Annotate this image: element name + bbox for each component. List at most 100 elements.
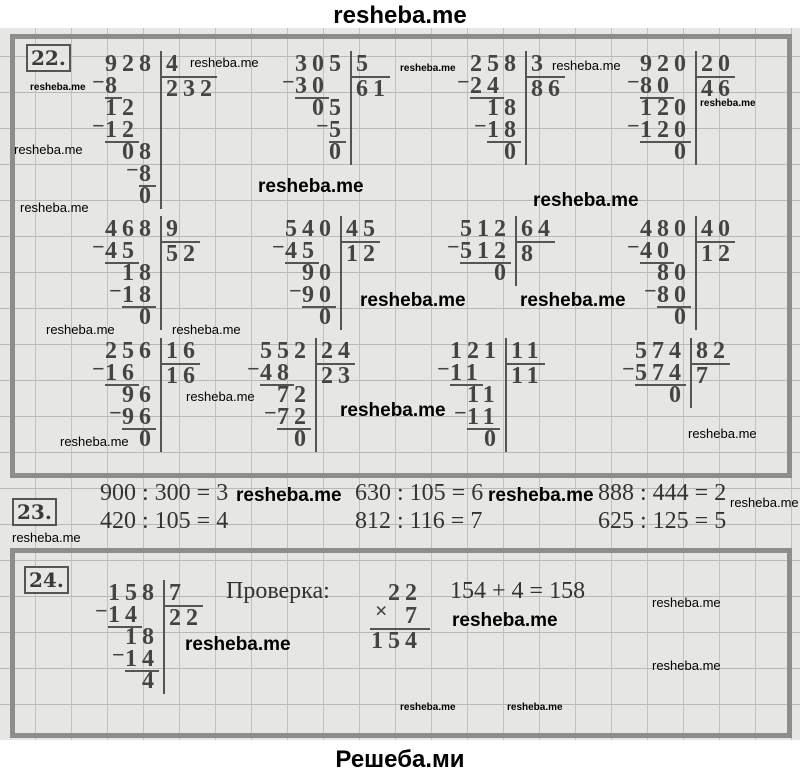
quotient-line: [340, 241, 380, 243]
equation: 630 : 105 = 6: [355, 480, 484, 506]
task-24-frame: [10, 548, 792, 738]
quotient: 11: [511, 363, 544, 389]
quotient: 23: [321, 363, 355, 389]
remainder: 08: [122, 139, 156, 165]
divisor: 5: [356, 51, 373, 77]
subtrahend: 12: [105, 117, 139, 143]
watermark-text: resheba.me: [488, 485, 594, 506]
watermark-text: resheba.me: [236, 485, 342, 506]
remainder: 18: [125, 624, 159, 650]
quotient-line: [350, 76, 390, 78]
dividend: 256: [105, 338, 156, 364]
watermark-text: resheba.me: [30, 82, 86, 93]
divisor: 4: [166, 51, 183, 77]
subtrahend: 11: [450, 360, 483, 386]
task-24-label: 24.: [24, 566, 69, 594]
quotient-line: [163, 605, 203, 607]
mult-sign: ×: [375, 598, 388, 623]
subtrahend: 48: [260, 360, 294, 386]
check-equation: 154 + 4 = 158: [450, 578, 586, 604]
dividend: 158: [108, 580, 159, 606]
watermark-text: resheba.me: [172, 322, 241, 337]
remainder: 0: [139, 426, 156, 452]
minus-sign: −: [437, 356, 450, 381]
divisor: 9: [166, 216, 183, 242]
minus-sign: −: [627, 69, 640, 94]
watermark-text: resheba.me: [452, 610, 558, 631]
quotient: 8: [521, 241, 538, 267]
quotient-line: [695, 76, 735, 78]
dividend: 480: [640, 216, 691, 242]
remainder: 120: [640, 95, 691, 121]
site-header: resheba.me: [333, 2, 467, 29]
mult-line: [370, 628, 430, 630]
site-footer: Решеба.ми: [335, 746, 465, 773]
equation: 420 : 105 = 4: [100, 508, 229, 534]
subtrahend: 45: [105, 238, 139, 264]
remainder: 4: [142, 668, 159, 694]
watermark-text: resheba.me: [507, 702, 563, 713]
watermark-text: resheba.me: [258, 176, 364, 197]
equation: 900 : 300 = 3: [100, 480, 229, 506]
quotient-line: [160, 241, 200, 243]
divisor: 24: [321, 338, 355, 364]
quotient: 16: [166, 363, 200, 389]
watermark-text: resheba.me: [700, 98, 756, 109]
subtrahend: 11: [467, 404, 500, 430]
divisor: 7: [169, 580, 186, 606]
subtrahend: 574: [635, 360, 686, 386]
quotient-line: [315, 363, 355, 365]
dividend: 574: [635, 338, 686, 364]
watermark-text: resheba.me: [14, 142, 83, 157]
minus-sign: −: [92, 234, 105, 259]
minus-sign: −: [95, 598, 108, 623]
quotient: 7: [696, 363, 713, 389]
subtrahend: 5: [329, 117, 346, 143]
watermark-text: resheba.me: [552, 58, 621, 73]
watermark-text: resheba.me: [533, 190, 639, 211]
subtrahend: 80: [657, 282, 691, 308]
watermark-text: resheba.me: [340, 400, 446, 421]
dividend: 258: [470, 51, 521, 77]
remainder: 0: [294, 426, 311, 452]
minus-sign: −: [92, 69, 105, 94]
quotient: 12: [346, 241, 380, 267]
remainder: 18: [487, 95, 521, 121]
subtrahend: 80: [640, 73, 674, 99]
minus-sign: −: [126, 157, 139, 182]
task-23-label: 23.: [12, 498, 57, 526]
remainder: 72: [277, 382, 311, 408]
minus-sign: −: [289, 278, 302, 303]
remainder: 96: [122, 382, 156, 408]
remainder: 0: [669, 382, 686, 408]
remainder: 18: [122, 260, 156, 286]
dividend: 928: [105, 51, 156, 77]
divisor: 82: [696, 338, 730, 364]
task-22-label: 22.: [26, 44, 71, 72]
divisor: 40: [701, 216, 735, 242]
remainder: 0: [319, 304, 336, 330]
minus-sign: −: [622, 356, 635, 381]
subtrahend: 16: [105, 360, 139, 386]
quotient: 232: [166, 76, 217, 102]
subtrahend: 512: [460, 238, 511, 264]
remainder: 05: [312, 95, 346, 121]
quotient: 52: [166, 241, 200, 267]
subtrahend: 14: [125, 646, 159, 672]
division-bar: [160, 216, 162, 330]
watermark-text: resheba.me: [20, 200, 89, 215]
dividend: 305: [295, 51, 346, 77]
quotient-line: [525, 76, 565, 78]
dividend: 540: [285, 216, 336, 242]
equation: 888 : 444 = 2: [598, 480, 727, 506]
division-bar: [525, 51, 527, 165]
minus-sign: −: [92, 356, 105, 381]
division-bar: [695, 51, 697, 165]
watermark-text: resheba.me: [400, 63, 456, 74]
subtrahend: 30: [295, 73, 329, 99]
watermark-text: resheba.me: [46, 322, 115, 337]
subtrahend: 90: [302, 282, 336, 308]
divisor: 11: [511, 338, 544, 364]
minus-sign: −: [272, 234, 285, 259]
watermark-text: resheba.me: [688, 426, 757, 441]
